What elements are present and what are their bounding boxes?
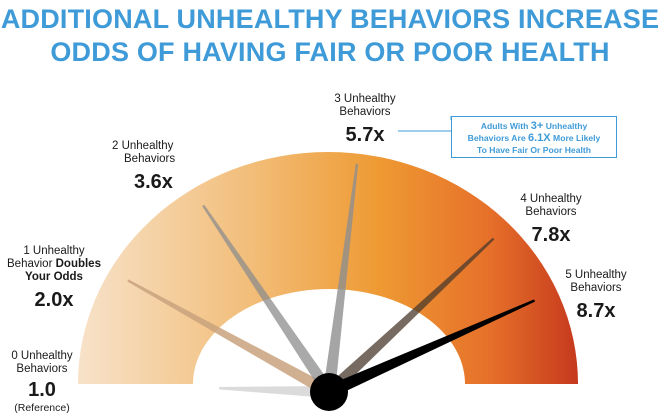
- label-4-line2: Behaviors: [525, 206, 577, 218]
- needle-1-behaviors: [127, 279, 332, 398]
- label-4-line1: 4 Unhealthy: [520, 193, 582, 205]
- callout-post1: More Likely: [553, 133, 601, 143]
- label-1-line2b: Doubles: [55, 258, 101, 270]
- gauge-hub: [310, 373, 348, 411]
- label-5-behaviors: 5 Unhealthy Behaviors 8.7x: [555, 269, 637, 323]
- label-0-note: (Reference): [14, 402, 70, 414]
- callout-odds: 6.1X: [528, 132, 551, 144]
- gauge-arc: [78, 152, 578, 384]
- callout-pre: Adults With: [480, 121, 529, 131]
- needle-0-behaviors: [219, 386, 330, 398]
- label-2-behaviors: 2 Unhealthy Behaviors 3.6x: [112, 140, 202, 194]
- label-1-line1: 1 Unhealthy: [23, 245, 85, 257]
- label-4-behaviors: 4 Unhealthy Behaviors 7.8x: [510, 193, 592, 247]
- chart-title-line-1: ADDITIONAL UNHEALTHY BEHAVIORS INCREASE: [0, 4, 660, 34]
- needle-4-behaviors: [324, 237, 495, 397]
- chart-title-line-2: ODDS OF HAVING FAIR OR POOR HEALTH: [50, 37, 610, 67]
- label-3-line1: 3 Unhealthy: [334, 93, 396, 105]
- label-0-line1: 0 Unhealthy: [11, 350, 73, 362]
- needle-5-behaviors: [326, 299, 535, 398]
- label-0-behaviors: 0 Unhealthy Behaviors 1.0 (Reference): [2, 350, 82, 414]
- value-4: 7.8x: [531, 224, 571, 246]
- callout-mid1: Unhealthy: [545, 121, 588, 131]
- needle-2-behaviors: [202, 204, 334, 396]
- gauge-needles: [127, 163, 535, 398]
- label-2-line1: 2 Unhealthy: [112, 140, 174, 152]
- value-0: 1.0: [28, 379, 56, 401]
- value-1: 2.0x: [34, 289, 74, 311]
- callout-count: 3+: [530, 120, 544, 132]
- value-2: 3.6x: [134, 171, 173, 193]
- label-1-behavior: 1 Unhealthy Behavior Doubles Your Odds 2…: [4, 245, 104, 312]
- callout-post2: To Have Fair Or Poor Health: [477, 145, 591, 155]
- value-5: 8.7x: [576, 300, 616, 322]
- value-3: 5.7x: [345, 124, 385, 146]
- label-5-line1: 5 Unhealthy: [565, 269, 627, 281]
- label-5-line2: Behaviors: [570, 282, 622, 294]
- label-1-line3: Your Odds: [25, 271, 83, 283]
- callout-box: Adults With 3+ Unhealthy Behaviors Are 6…: [451, 116, 617, 158]
- needle-3-behaviors: [323, 163, 359, 393]
- label-3-behaviors: 3 Unhealthy Behaviors 5.7x: [325, 93, 405, 147]
- callout-mid2: Behaviors Are: [467, 133, 526, 143]
- label-0-line2: Behaviors: [16, 363, 68, 375]
- label-2-line2: Behaviors: [124, 153, 176, 165]
- label-1-line2a: Behavior: [7, 258, 53, 270]
- label-3-line2: Behaviors: [339, 106, 391, 118]
